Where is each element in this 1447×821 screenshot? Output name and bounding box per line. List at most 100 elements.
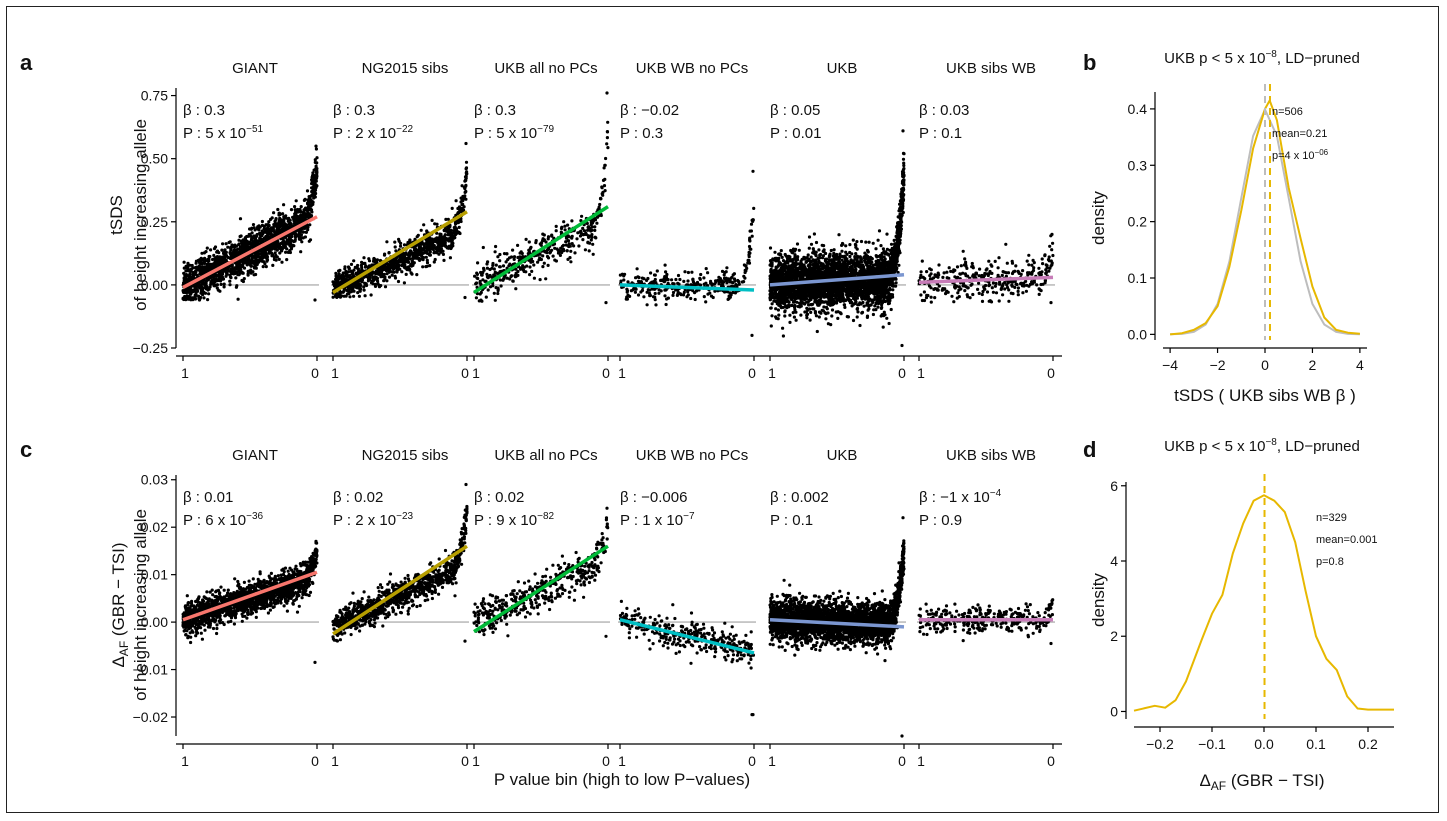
- data-point: [464, 141, 468, 146]
- data-point: [579, 229, 583, 233]
- data-point: [553, 246, 557, 250]
- data-point: [349, 262, 354, 266]
- data-point: [454, 230, 458, 234]
- data-point: [848, 243, 852, 247]
- data-point: [314, 147, 318, 151]
- data-point: [413, 247, 418, 251]
- x-tick-label: 1: [618, 365, 626, 381]
- data-point: [593, 228, 597, 232]
- data-point: [599, 213, 603, 218]
- data-point: [539, 257, 544, 262]
- data-point: [425, 249, 429, 253]
- data-point: [355, 265, 359, 270]
- x-tick-label: 0: [461, 365, 469, 381]
- data-point: [516, 243, 520, 247]
- data-point: [512, 257, 516, 261]
- data-point: [348, 286, 352, 290]
- data-point: [463, 175, 468, 179]
- data-point: [288, 242, 292, 246]
- data-point: [532, 276, 537, 280]
- data-point: [528, 273, 532, 277]
- data-point: [450, 239, 454, 243]
- data-point: [463, 187, 467, 191]
- data-point: [474, 281, 479, 285]
- data-point: [653, 291, 657, 296]
- data-point: [440, 235, 444, 240]
- data-point: [202, 261, 207, 265]
- data-point: [583, 248, 588, 252]
- p-annotation: P : 2 x 10−22: [333, 124, 414, 142]
- data-point: [299, 250, 303, 254]
- data-point: [544, 240, 548, 244]
- data-point: [303, 235, 307, 239]
- data-point: [817, 315, 821, 319]
- data-point: [278, 251, 282, 255]
- data-point: [369, 293, 373, 297]
- data-point: [593, 225, 597, 229]
- data-point: [460, 203, 464, 207]
- data-point: [626, 293, 630, 297]
- data-point: [356, 271, 360, 275]
- data-point: [201, 286, 205, 290]
- data-point: [379, 274, 383, 278]
- data-point: [248, 263, 252, 267]
- p-annotation: P : 5 x 10−51: [183, 124, 264, 142]
- data-point: [602, 184, 607, 188]
- data-point: [532, 263, 536, 267]
- data-point: [520, 251, 524, 256]
- data-point: [293, 205, 297, 209]
- data-point: [606, 146, 610, 150]
- data-point: [483, 279, 487, 283]
- data-point: [267, 229, 271, 233]
- data-point: [598, 202, 602, 207]
- data-point: [198, 261, 202, 265]
- data-point: [706, 271, 710, 275]
- data-point: [425, 229, 429, 233]
- data-point: [690, 270, 694, 274]
- data-point: [261, 265, 265, 269]
- data-point: [570, 234, 574, 238]
- data-point: [665, 277, 669, 281]
- data-point: [848, 254, 852, 259]
- data-point: [311, 186, 315, 190]
- data-point: [421, 258, 425, 262]
- data-point: [251, 223, 256, 227]
- data-point: [364, 264, 368, 268]
- data-point: [335, 282, 339, 286]
- data-point: [618, 273, 623, 277]
- data-point: [652, 273, 657, 277]
- data-point: [475, 276, 479, 280]
- data-point: [230, 271, 234, 275]
- data-point: [379, 284, 383, 288]
- data-point: [343, 265, 347, 269]
- data-point: [419, 228, 423, 232]
- data-point: [859, 239, 864, 244]
- data-point: [558, 253, 563, 257]
- data-point: [312, 181, 316, 186]
- data-point: [341, 290, 345, 294]
- data-point: [428, 246, 433, 250]
- x-tick-label: 1: [181, 365, 189, 381]
- data-point: [425, 240, 429, 244]
- data-point: [686, 270, 691, 275]
- data-point: [569, 249, 573, 253]
- x-tick-label: 1: [331, 365, 339, 381]
- data-point: [202, 296, 206, 300]
- data-point: [222, 250, 226, 254]
- data-point: [514, 287, 518, 291]
- data-point: [496, 291, 500, 296]
- data-point: [294, 234, 298, 238]
- data-point: [222, 285, 226, 289]
- data-point: [686, 293, 690, 297]
- data-point: [499, 284, 503, 288]
- data-point: [219, 282, 223, 286]
- data-point: [207, 292, 211, 296]
- data-point: [397, 239, 401, 243]
- data-point: [714, 280, 718, 284]
- data-point: [213, 284, 217, 288]
- data-point: [241, 238, 245, 242]
- data-point: [360, 280, 364, 284]
- data-point: [477, 299, 481, 303]
- data-point: [729, 276, 733, 280]
